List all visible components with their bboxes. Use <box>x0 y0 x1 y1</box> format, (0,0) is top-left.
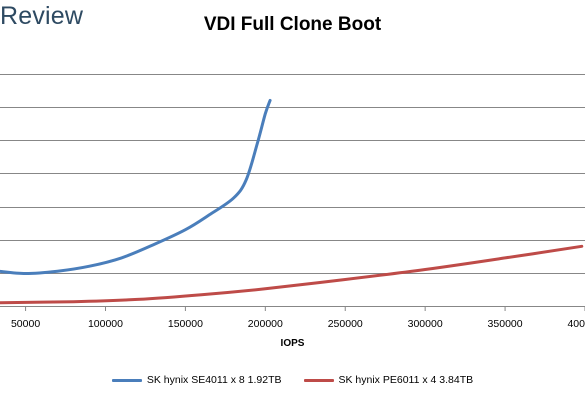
legend-label-series-1: SK hynix SE4011 x 8 1.92TB <box>146 374 282 386</box>
chart-title: VDI Full Clone Boot <box>203 14 382 35</box>
x-tick-label: 150000 <box>168 318 203 330</box>
x-tick-label: 300000 <box>408 318 443 330</box>
x-tick-label: 400000 <box>567 318 585 330</box>
series-lines <box>0 98 584 305</box>
legend-item-series-2: SK hynix PE6011 x 4 3.84TB <box>303 374 474 386</box>
series-line-1 <box>0 98 272 275</box>
legend-swatch-series-2 <box>303 378 334 382</box>
x-tick-label: 100000 <box>88 318 123 330</box>
gridlines <box>0 74 585 274</box>
legend: SK hynix SE4011 x 8 1.92TB SK hynix PE60… <box>0 374 585 386</box>
x-tick-label: 350000 <box>488 318 523 330</box>
legend-swatch-series-1 <box>111 378 142 382</box>
series-line-2 <box>0 244 584 305</box>
legend-label-series-2: SK hynix PE6011 x 4 3.84TB <box>338 374 474 386</box>
x-tick-labels: 50000 100000 150000 200000 250000 300000 35000… <box>11 306 585 330</box>
x-tick-label: 200000 <box>248 318 283 330</box>
brand-watermark: Review <box>0 2 84 30</box>
x-tick-label: 50000 <box>11 318 40 330</box>
legend-item-series-1: SK hynix SE4011 x 8 1.92TB <box>111 374 282 386</box>
x-tick-label: 250000 <box>328 318 363 330</box>
x-axis-label: IOPS <box>280 338 305 349</box>
